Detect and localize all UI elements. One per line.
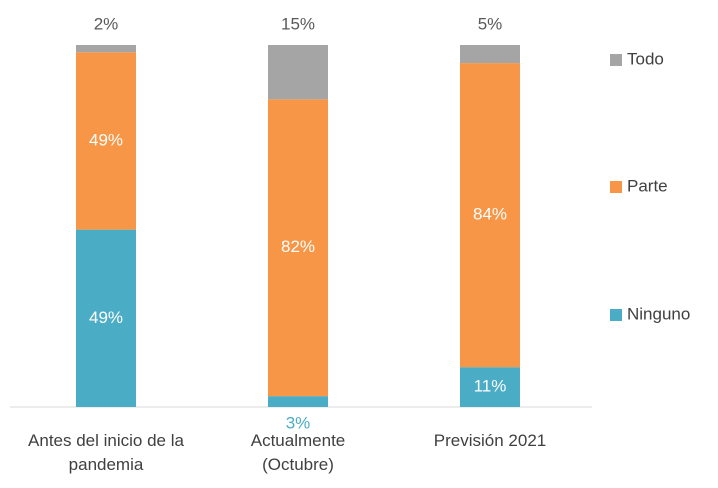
legend-swatch bbox=[610, 309, 622, 321]
legend-swatch bbox=[610, 181, 622, 193]
x-tick-label: Previsión 2021 bbox=[433, 431, 547, 450]
legend-label: Todo bbox=[627, 49, 664, 68]
data-label: 15% bbox=[281, 14, 315, 33]
bar-segment bbox=[76, 229, 136, 407]
bar-segment bbox=[76, 45, 136, 53]
data-label: 84% bbox=[473, 205, 507, 224]
data-label: 49% bbox=[89, 130, 123, 149]
data-label: 3% bbox=[286, 413, 311, 432]
data-label: 49% bbox=[89, 308, 123, 327]
data-label: 82% bbox=[281, 237, 315, 256]
data-label: 5% bbox=[478, 14, 503, 33]
bar-segment bbox=[460, 367, 520, 407]
data-label: 2% bbox=[94, 14, 119, 33]
bar-segment bbox=[76, 52, 136, 230]
bar-segment bbox=[460, 45, 520, 64]
legend-label: Parte bbox=[627, 176, 668, 195]
bar-segment bbox=[268, 45, 328, 100]
x-tick-label: Antes del inicio de la pandemia bbox=[28, 431, 184, 474]
bar-segment bbox=[268, 99, 328, 397]
bar-segment bbox=[268, 396, 328, 407]
bar-segment bbox=[460, 63, 520, 368]
x-tick-label: Actualmente (Octubre) bbox=[250, 431, 346, 474]
data-label: 11% bbox=[474, 377, 507, 396]
legend-swatch bbox=[610, 54, 622, 66]
legend-label: Ninguno bbox=[627, 304, 690, 323]
